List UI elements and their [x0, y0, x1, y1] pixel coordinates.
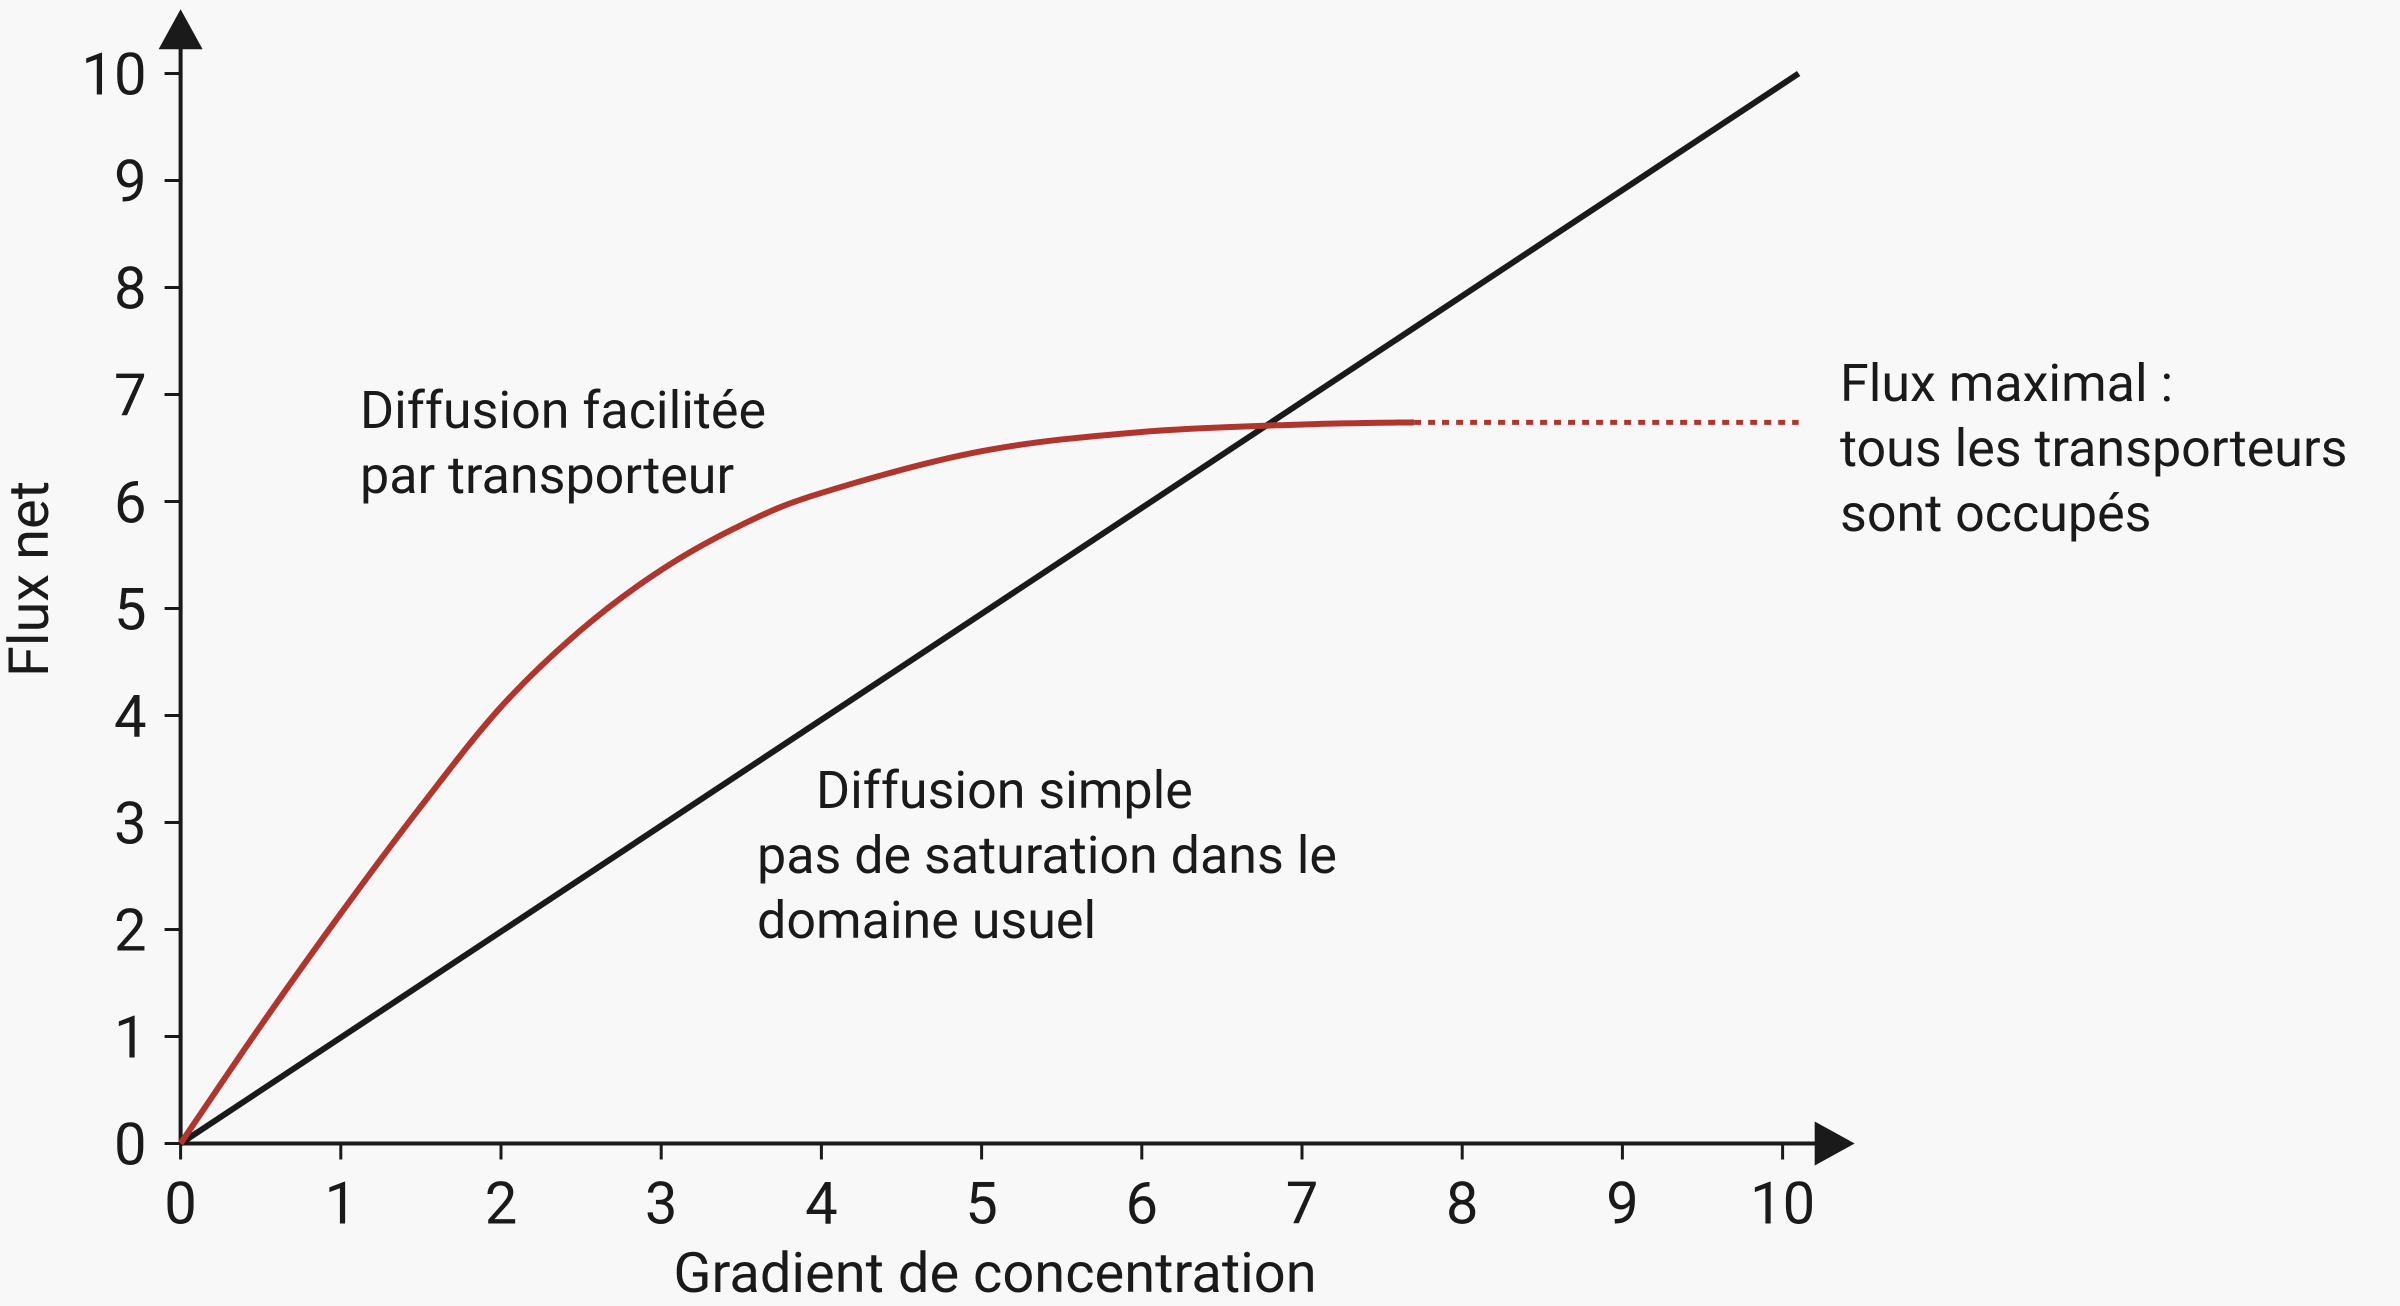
annotation: domaine usuel [757, 890, 1096, 951]
y-tick-label: 8 [114, 256, 147, 324]
x-tick-label: 10 [1750, 1171, 1815, 1239]
x-tick-label: 9 [1606, 1171, 1639, 1239]
y-tick-label: 7 [114, 363, 147, 431]
annotation: tous les transporteurs [1840, 418, 2347, 479]
annotation: Diffusion facilitée [360, 380, 766, 441]
y-tick-label: 1 [114, 1005, 147, 1073]
x-axis-title: Gradient de concentration [673, 1240, 1316, 1306]
y-tick-label: 3 [114, 791, 147, 859]
y-tick-label: 0 [114, 1112, 147, 1180]
x-tick-label: 2 [485, 1171, 518, 1239]
x-axis-arrow [1814, 1121, 1855, 1166]
x-tick-label: 6 [1126, 1171, 1159, 1239]
y-axis-title: Flux net [0, 481, 62, 677]
y-tick-label: 5 [114, 577, 147, 645]
y-tick-label: 9 [114, 149, 147, 217]
annotation: sont occupés [1840, 483, 2152, 544]
annotation: Diffusion simple [816, 760, 1193, 821]
y-tick-label: 10 [81, 42, 146, 110]
y-tick-label: 6 [114, 470, 147, 538]
x-tick-label: 4 [805, 1171, 838, 1239]
annotation: pas de saturation dans le [757, 825, 1337, 886]
y-tick-label: 4 [114, 684, 147, 752]
x-tick-label: 7 [1286, 1171, 1319, 1239]
x-tick-label: 8 [1446, 1171, 1479, 1239]
x-tick-label: 3 [645, 1171, 678, 1239]
x-tick-label: 5 [965, 1171, 998, 1239]
x-tick-label: 1 [324, 1171, 357, 1239]
y-axis-arrow [158, 9, 203, 50]
y-tick-label: 2 [114, 898, 147, 966]
series-line [178, 419, 1415, 1146]
annotation: par transporteur [360, 445, 734, 506]
annotation: Flux maximal : [1840, 353, 2173, 414]
x-tick-label: 0 [164, 1171, 197, 1239]
series-line [178, 70, 1801, 1147]
